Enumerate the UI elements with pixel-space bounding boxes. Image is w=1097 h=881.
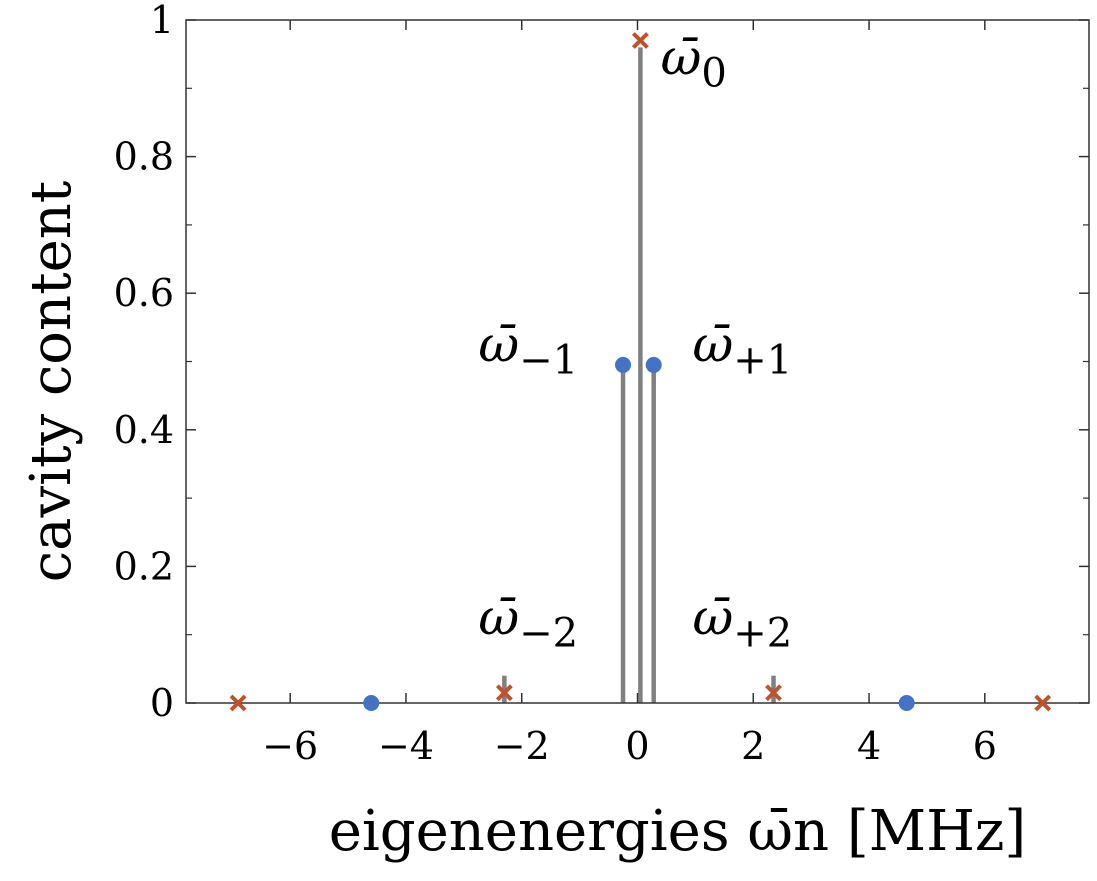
cross-marker	[495, 684, 513, 702]
x-axis-label: eigenenergies ω̄n [MHz]	[329, 799, 1027, 864]
eigenvalue-annotation: ω̄−1	[478, 316, 578, 384]
x-tick-label: 0	[625, 724, 649, 768]
y-tick-label: 0.6	[114, 271, 174, 315]
cross-marker	[631, 32, 649, 49]
y-axis-label: cavity content	[19, 180, 84, 582]
eigenvalue-annotation: ω̄+2	[692, 589, 792, 657]
cross-marker	[765, 684, 782, 702]
x-tick-label: −6	[262, 724, 318, 768]
cross-marker	[1034, 694, 1052, 712]
stems-layer	[502, 47, 776, 703]
markers-layer	[229, 32, 1052, 712]
ticks-layer: −6 −4 −2 0 2 4 6 0 0.2 0.4 0.6 0.8 1	[114, 0, 1089, 768]
y-tick-label: 0.8	[114, 135, 174, 179]
x-tick-label: 4	[857, 724, 881, 768]
x-tick-label: −4	[378, 724, 434, 768]
eigenvalue-annotation: ω̄0	[661, 29, 727, 97]
dot-marker	[615, 356, 632, 373]
eigenvalue-annotation: ω̄+1	[692, 316, 792, 384]
annotations-layer: ω̄0 ω̄−1 ω̄+1 ω̄−2 ω̄+2	[478, 29, 792, 657]
y-tick-label: 0.2	[114, 544, 174, 588]
dot-marker	[898, 695, 915, 711]
dot-marker	[363, 695, 380, 711]
eigenvalue-annotation: ω̄−2	[478, 589, 578, 657]
x-tick-label: 2	[741, 724, 765, 768]
dot-marker	[645, 356, 662, 373]
y-tick-label: 0.4	[114, 408, 174, 452]
y-tick-label: 1	[150, 0, 174, 42]
cross-marker	[229, 694, 247, 712]
x-tick-label: 6	[973, 724, 997, 768]
x-tick-label: −2	[494, 724, 550, 768]
y-tick-label: 0	[150, 681, 174, 725]
plot-frame	[185, 19, 1090, 704]
